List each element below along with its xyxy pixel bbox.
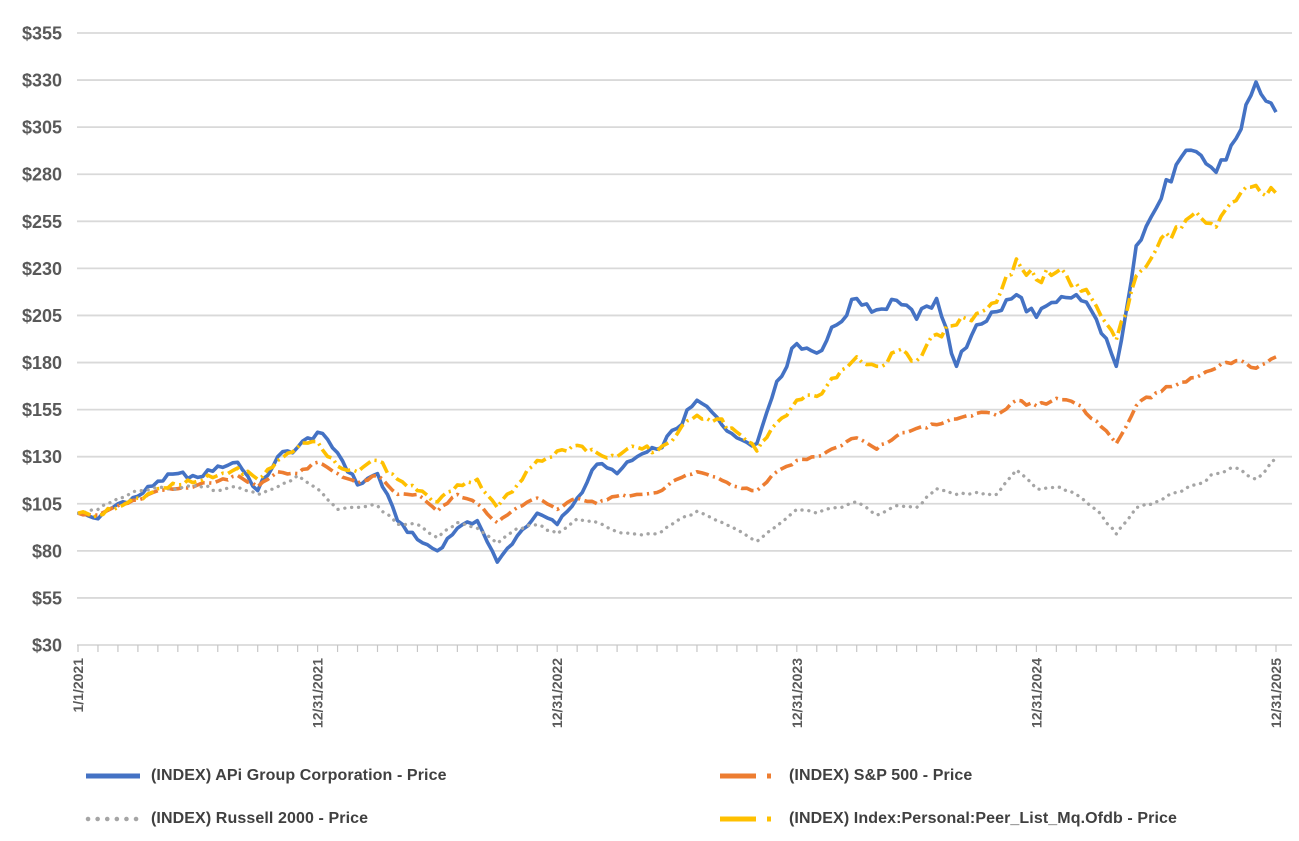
legend-label-russell-2000: (INDEX) Russell 2000 - Price <box>151 810 369 827</box>
legend-item-peer-list: (INDEX) Index:Personal:Peer_List_Mq.Ofdb… <box>718 808 1177 830</box>
y-axis-label: $205 <box>22 306 62 326</box>
series-line-0 <box>77 80 1278 564</box>
legend-item-sp500: (INDEX) S&P 500 - Price <box>718 765 972 787</box>
x-axis-label: 12/31/2024 <box>1028 658 1044 728</box>
y-axis-label: $280 <box>22 165 62 185</box>
peer-list-line-icon <box>720 816 771 822</box>
legend-label-sp500: (INDEX) S&P 500 - Price <box>789 767 973 784</box>
series-line-3 <box>77 183 1278 520</box>
api-group-line-icon <box>86 773 140 779</box>
y-axis-label: $55 <box>32 588 62 608</box>
y-axis-label: $130 <box>22 447 62 467</box>
y-axis-label: $180 <box>22 353 62 373</box>
x-axis-label: 12/31/2025 <box>1268 658 1284 728</box>
sp500-line-icon <box>720 773 771 779</box>
y-axis-label: $105 <box>22 494 62 514</box>
y-axis-label: $305 <box>22 118 62 138</box>
series-line-1 <box>77 355 1277 525</box>
russell-2000-line-icon <box>85 816 143 822</box>
y-axis-label: $30 <box>32 636 62 656</box>
legend-item-api-group: (INDEX) APi Group Corporation - Price <box>84 765 447 787</box>
series-line-2 <box>77 456 1278 545</box>
legend-label-api-group: (INDEX) APi Group Corporation - Price <box>151 767 447 784</box>
x-axis-label: 1/1/2021 <box>70 658 86 713</box>
y-axis-label: $230 <box>22 259 62 279</box>
y-axis-label: $255 <box>22 212 62 232</box>
y-axis-label: $330 <box>22 71 62 91</box>
legend-item-russell-2000: (INDEX) Russell 2000 - Price <box>84 808 368 830</box>
y-axis-label: $80 <box>32 541 62 561</box>
x-axis-label: 12/31/2022 <box>549 658 565 728</box>
y-axis-label: $155 <box>22 400 62 420</box>
legend-label-peer-list: (INDEX) Index:Personal:Peer_List_Mq.Ofdb… <box>789 810 1177 827</box>
x-axis-label: 12/31/2023 <box>789 658 805 728</box>
x-axis-label: 12/31/2021 <box>310 658 326 728</box>
y-axis-label: $355 <box>22 24 62 44</box>
